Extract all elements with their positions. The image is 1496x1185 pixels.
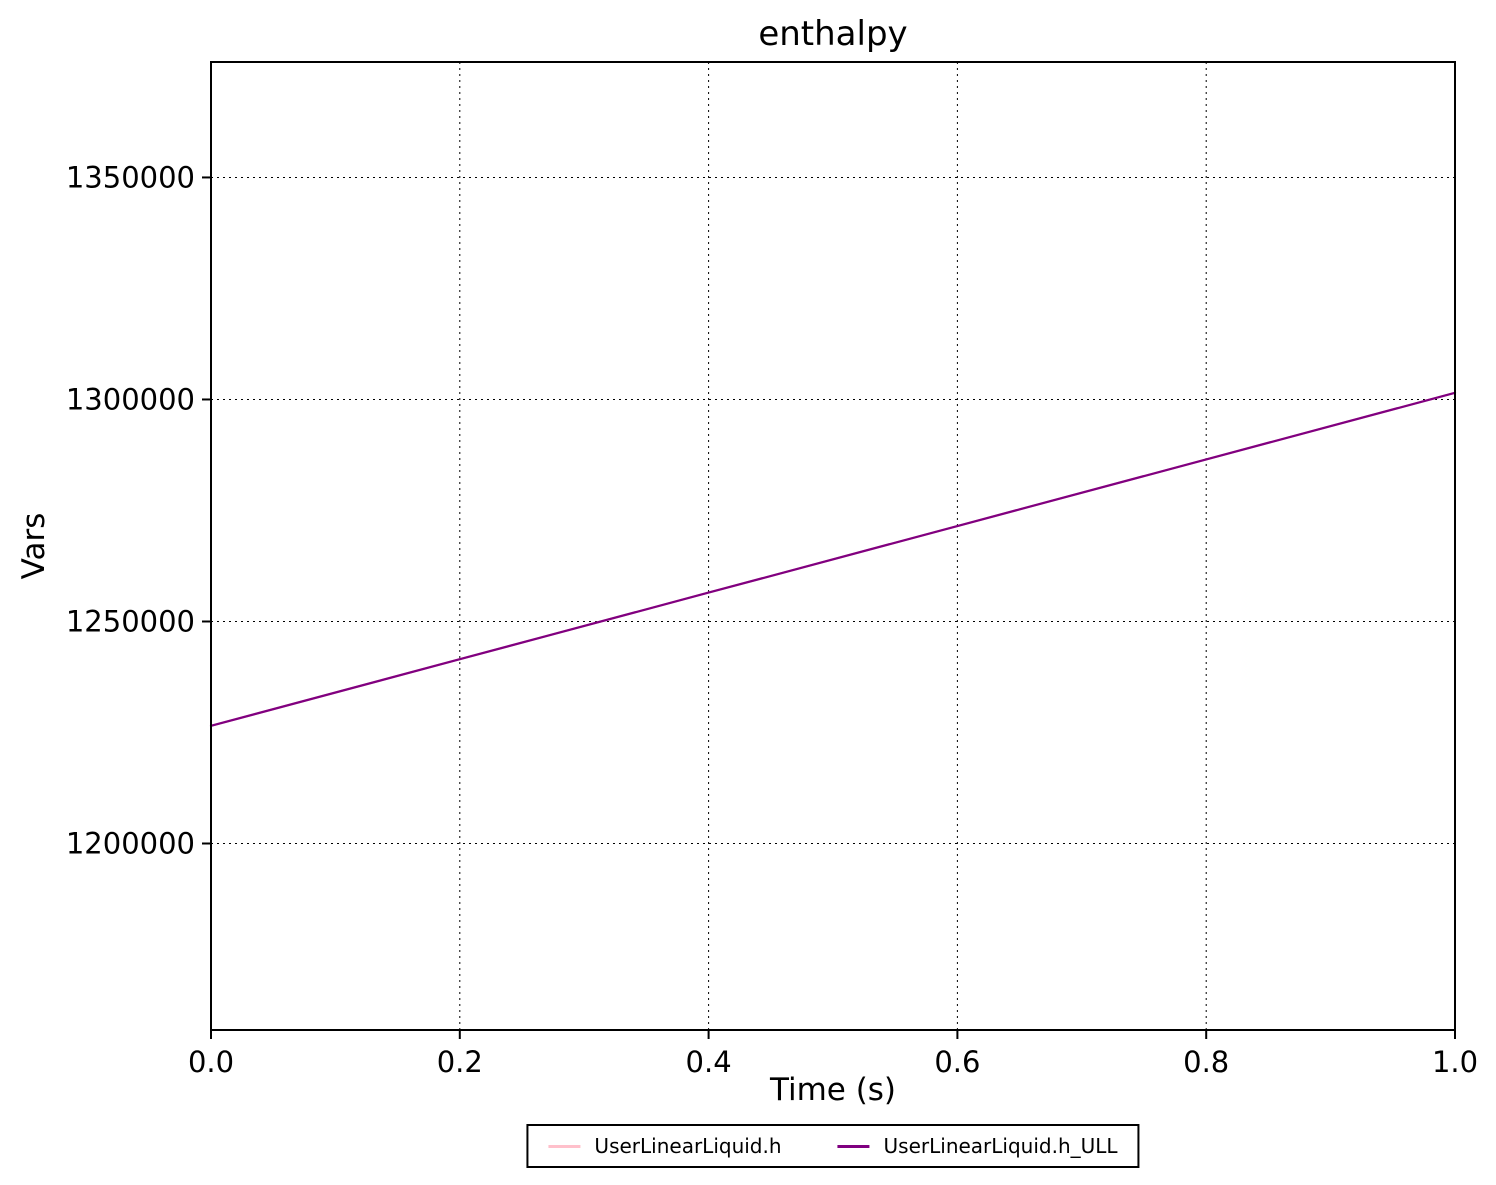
- x-tick-label: 0.0: [188, 1045, 234, 1079]
- x-tick-label: 1.0: [1432, 1045, 1478, 1079]
- legend-item: UserLinearLiquid.h: [548, 1134, 782, 1158]
- legend-label-h-ull: UserLinearLiquid.h_ULL: [883, 1134, 1118, 1158]
- chart-title: enthalpy: [758, 14, 908, 54]
- plot-frame: [210, 61, 1456, 1031]
- legend-item: UserLinearLiquid.h_ULL: [837, 1134, 1118, 1158]
- x-tick-label: 0.4: [686, 1045, 732, 1079]
- legend-label-h: UserLinearLiquid.h: [594, 1134, 782, 1158]
- x-axis-label: Time (s): [769, 1072, 897, 1108]
- x-tick-label: 0.2: [437, 1045, 483, 1079]
- legend-line-sample-h-ull: [837, 1144, 870, 1148]
- legend-line-sample-h: [548, 1144, 581, 1148]
- legend: UserLinearLiquid.h UserLinearLiquid.h_UL…: [526, 1124, 1140, 1168]
- y-tick-label: 1250000: [66, 604, 195, 638]
- x-tick-label: 0.8: [1183, 1045, 1229, 1079]
- x-tick-label: 0.6: [934, 1045, 980, 1079]
- series-line-1: [209, 391, 1457, 727]
- y-tick-label: 1200000: [66, 827, 195, 861]
- y-tick-label: 1300000: [66, 382, 195, 416]
- y-tick-label: 1350000: [66, 160, 195, 194]
